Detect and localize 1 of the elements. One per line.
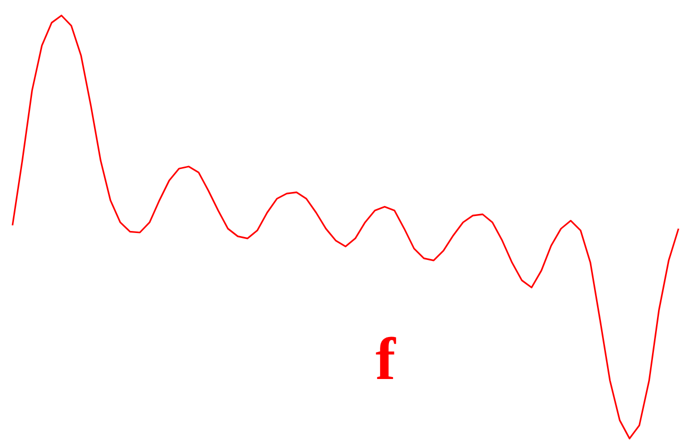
series-label: f	[375, 326, 396, 392]
